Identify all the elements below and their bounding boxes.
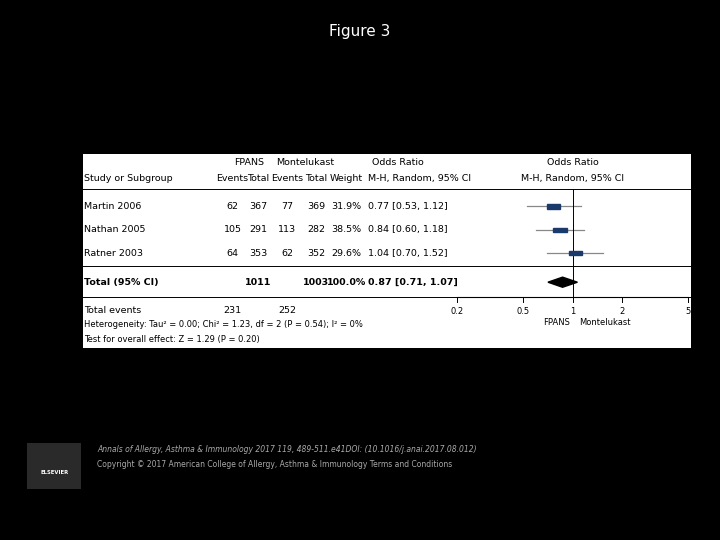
Text: 62: 62	[227, 202, 238, 211]
Polygon shape	[548, 277, 577, 287]
Text: 1011: 1011	[245, 278, 271, 287]
Text: Odds Ratio: Odds Ratio	[546, 158, 598, 167]
Bar	[569, 251, 582, 255]
Text: 2: 2	[620, 307, 625, 316]
Bar	[547, 204, 560, 208]
Text: 291: 291	[249, 225, 267, 234]
Text: 1: 1	[570, 307, 575, 316]
Text: Total (95% CI): Total (95% CI)	[84, 278, 158, 287]
Text: Weight: Weight	[330, 174, 363, 183]
Text: FPANS: FPANS	[235, 158, 264, 167]
Text: Events: Events	[217, 174, 248, 183]
Text: ELSEVIER: ELSEVIER	[40, 470, 68, 475]
Text: 105: 105	[223, 225, 241, 234]
Text: Heterogeneity: Tau² = 0.00; Chi² = 1.23, df = 2 (P = 0.54); I² = 0%: Heterogeneity: Tau² = 0.00; Chi² = 1.23,…	[84, 320, 363, 329]
Text: 0.5: 0.5	[516, 307, 529, 316]
Text: 1003: 1003	[303, 278, 330, 287]
Text: 1.04 [0.70, 1.52]: 1.04 [0.70, 1.52]	[367, 248, 447, 258]
Text: 282: 282	[307, 225, 325, 234]
Text: Martin 2006: Martin 2006	[84, 202, 141, 211]
Text: 0.87 [0.71, 1.07]: 0.87 [0.71, 1.07]	[367, 278, 457, 287]
Text: 369: 369	[307, 202, 325, 211]
Text: 0.77 [0.53, 1.12]: 0.77 [0.53, 1.12]	[367, 202, 447, 211]
Text: 100.0%: 100.0%	[327, 278, 366, 287]
Text: 62: 62	[282, 248, 293, 258]
Text: Nathan 2005: Nathan 2005	[84, 225, 145, 234]
Text: Test for overall effect: Z = 1.29 (P = 0.20): Test for overall effect: Z = 1.29 (P = 0…	[84, 335, 260, 344]
Text: Study or Subgroup: Study or Subgroup	[84, 174, 173, 183]
Text: 0.84 [0.60, 1.18]: 0.84 [0.60, 1.18]	[367, 225, 447, 234]
Text: Odds Ratio: Odds Ratio	[372, 158, 424, 167]
Text: 29.6%: 29.6%	[331, 248, 361, 258]
Text: 352: 352	[307, 248, 325, 258]
Text: Montelukast: Montelukast	[579, 318, 630, 327]
Text: 38.5%: 38.5%	[331, 225, 361, 234]
Text: M-H, Random, 95% CI: M-H, Random, 95% CI	[521, 174, 624, 183]
Text: 353: 353	[249, 248, 267, 258]
Text: Figure 3: Figure 3	[329, 24, 391, 39]
Text: Copyright © 2017 American College of Allergy, Asthma & Immunology Terms and Cond: Copyright © 2017 American College of All…	[97, 460, 452, 469]
Text: Events: Events	[271, 174, 303, 183]
Text: 0.2: 0.2	[451, 307, 464, 316]
Text: Ratner 2003: Ratner 2003	[84, 248, 143, 258]
Text: 31.9%: 31.9%	[331, 202, 361, 211]
Text: 252: 252	[278, 306, 296, 315]
Text: 113: 113	[278, 225, 297, 234]
Text: M-H, Random, 95% CI: M-H, Random, 95% CI	[367, 174, 471, 183]
Text: Annals of Allergy, Asthma & Immunology 2017 119, 489-511.e41DOI: (10.1016/j.anai: Annals of Allergy, Asthma & Immunology 2…	[97, 446, 477, 455]
Text: Total events: Total events	[84, 306, 141, 315]
Bar	[554, 227, 567, 232]
Text: 367: 367	[249, 202, 267, 211]
Text: 5: 5	[685, 307, 690, 316]
Text: 64: 64	[227, 248, 238, 258]
Text: Total: Total	[305, 174, 328, 183]
Text: Montelukast: Montelukast	[276, 158, 334, 167]
Text: Total: Total	[247, 174, 269, 183]
Text: 231: 231	[223, 306, 241, 315]
Text: FPANS: FPANS	[543, 318, 570, 327]
Text: 77: 77	[282, 202, 293, 211]
